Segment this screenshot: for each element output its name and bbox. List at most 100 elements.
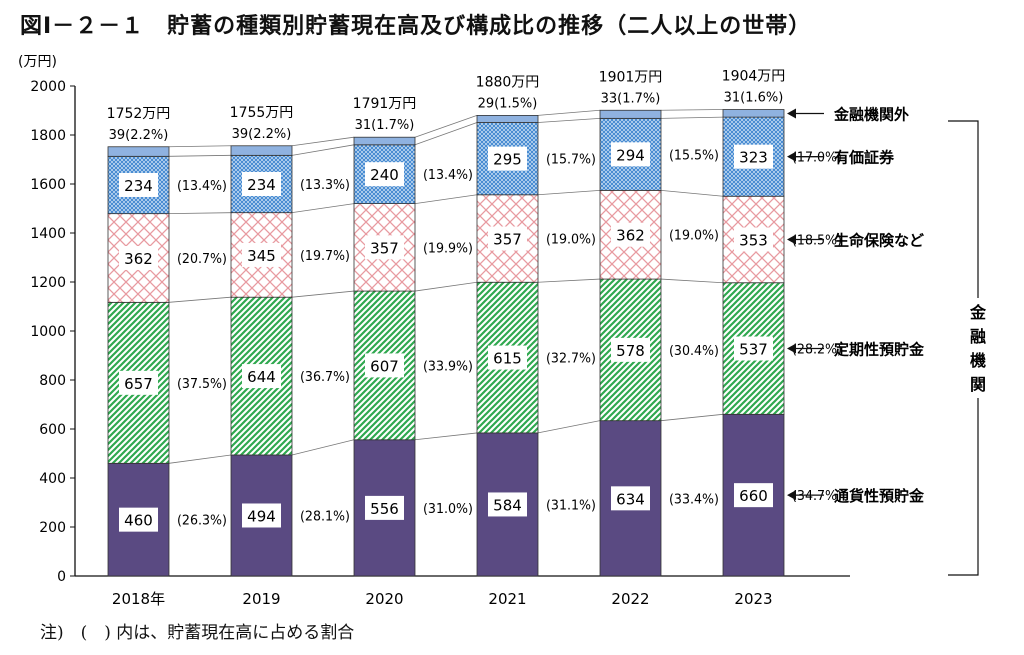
value-label-box — [488, 345, 527, 370]
share-label: (28.2%) — [792, 343, 842, 358]
value-label: 362 — [616, 227, 645, 245]
value-label: 578 — [616, 342, 645, 360]
value-label: 345 — [247, 247, 276, 265]
footnote: 注) ( ) 内は、貯蓄現在高に占める割合 — [40, 623, 355, 643]
value-label: 353 — [739, 231, 768, 249]
y-tick-label: 2000 — [30, 79, 66, 95]
share-label: (26.3%) — [177, 514, 227, 529]
share-label: (30.4%) — [669, 344, 719, 359]
series-connector-line — [291, 439, 355, 456]
value-label: 357 — [370, 239, 399, 257]
value-label-box — [365, 353, 404, 378]
legend-arrowhead — [787, 234, 796, 245]
share-label: (17.0%) — [792, 151, 842, 166]
value-label-box — [119, 172, 158, 197]
share-label: (31.0%) — [423, 502, 473, 517]
value-label: 556 — [370, 500, 399, 518]
share-label: (20.7%) — [177, 252, 227, 267]
y-tick-label: 1400 — [30, 226, 66, 242]
group-label-bg — [966, 298, 990, 398]
share-label: (36.7%) — [300, 370, 350, 385]
category-label: 2023 — [734, 590, 772, 608]
y-tick-label: 400 — [39, 471, 66, 487]
legend-arrowhead — [787, 108, 796, 119]
value-label-box — [119, 245, 158, 270]
series-connector-line — [291, 290, 355, 298]
category-label: 2019 — [242, 590, 280, 608]
share-label: (28.1%) — [300, 509, 350, 524]
value-label: 584 — [493, 496, 522, 514]
group-label-char: 関 — [970, 375, 986, 394]
bar-segment — [722, 109, 785, 118]
value-label-box — [488, 226, 527, 251]
series-connector-line — [414, 122, 478, 146]
value-label: 615 — [493, 350, 522, 368]
value-label: 294 — [616, 146, 645, 164]
bar-segment — [599, 109, 662, 119]
legend-label: 生命保険など — [834, 231, 924, 249]
y-tick-label: 0 — [57, 569, 66, 585]
series-connector-line — [291, 203, 355, 214]
value-label: 234 — [247, 176, 276, 194]
chart-title: 図Ⅰ－２－１ 貯蓄の種類別貯蓄現在高及び構成比の推移（二人以上の世帯） — [20, 14, 812, 39]
value-label: 362 — [124, 250, 153, 268]
series-connector-line — [537, 109, 601, 116]
series-connector-line — [537, 189, 601, 196]
value-label: 323 — [739, 149, 768, 167]
series-connector-line — [660, 278, 724, 284]
share-label: (13.3%) — [300, 178, 350, 193]
series-connector-line — [660, 116, 724, 119]
y-axis-label: (万円) — [18, 54, 57, 70]
legend-arrowhead — [787, 343, 796, 354]
value-label: 494 — [247, 507, 276, 525]
share-label: (37.5%) — [177, 377, 227, 392]
group-label-char: 金 — [969, 303, 987, 322]
share-label: (34.7%) — [792, 489, 842, 504]
share-label: (31.1%) — [546, 498, 596, 513]
series-connector-line — [168, 212, 232, 215]
share-label: (32.7%) — [546, 352, 596, 367]
value-label-box — [488, 492, 527, 517]
y-tick-label: 1600 — [30, 177, 66, 193]
series-connector-line — [168, 154, 232, 157]
series-connector-line — [660, 109, 724, 111]
series-connector-line — [414, 115, 478, 138]
value-label-box — [611, 337, 650, 362]
value-label-box — [365, 162, 404, 187]
y-tick-label: 1000 — [30, 324, 66, 340]
value-label-box — [734, 227, 773, 252]
top-segment-label: 39(2.2%) — [232, 127, 292, 142]
legend-arrowhead — [787, 151, 796, 162]
series-connector-line — [537, 117, 601, 123]
top-segment-label: 31(1.7%) — [355, 118, 415, 133]
total-label: 1880万円 — [476, 74, 540, 90]
y-tick-label: 600 — [39, 422, 66, 438]
category-label: 2022 — [611, 590, 649, 608]
category-label: 2018年 — [112, 590, 165, 608]
total-label: 1901万円 — [599, 69, 663, 85]
value-label: 295 — [493, 151, 522, 169]
category-label: 2021 — [488, 590, 526, 608]
value-label: 234 — [124, 177, 153, 195]
bar-segment — [107, 146, 170, 157]
top-segment-label: 39(2.2%) — [109, 128, 169, 143]
value-label-box — [119, 370, 158, 395]
share-label: (19.0%) — [669, 229, 719, 244]
legend-arrowhead — [787, 490, 796, 501]
value-label: 660 — [739, 487, 768, 505]
top-segment-label: 31(1.6%) — [724, 91, 784, 106]
y-tick-label: 1200 — [30, 275, 66, 291]
y-tick-label: 1800 — [30, 128, 66, 144]
share-label: (15.7%) — [546, 153, 596, 168]
series-connector-line — [537, 420, 601, 434]
value-label: 537 — [739, 341, 768, 359]
series-connector-line — [168, 296, 232, 303]
value-label-box — [242, 172, 281, 196]
value-label: 607 — [370, 357, 399, 375]
legend-label: 通貨性預貯金 — [834, 487, 925, 505]
series-connector-line — [537, 278, 601, 283]
legend-label: 定期性預貯金 — [834, 341, 925, 359]
bar-segment — [599, 117, 662, 191]
series-connector-line — [414, 432, 478, 441]
